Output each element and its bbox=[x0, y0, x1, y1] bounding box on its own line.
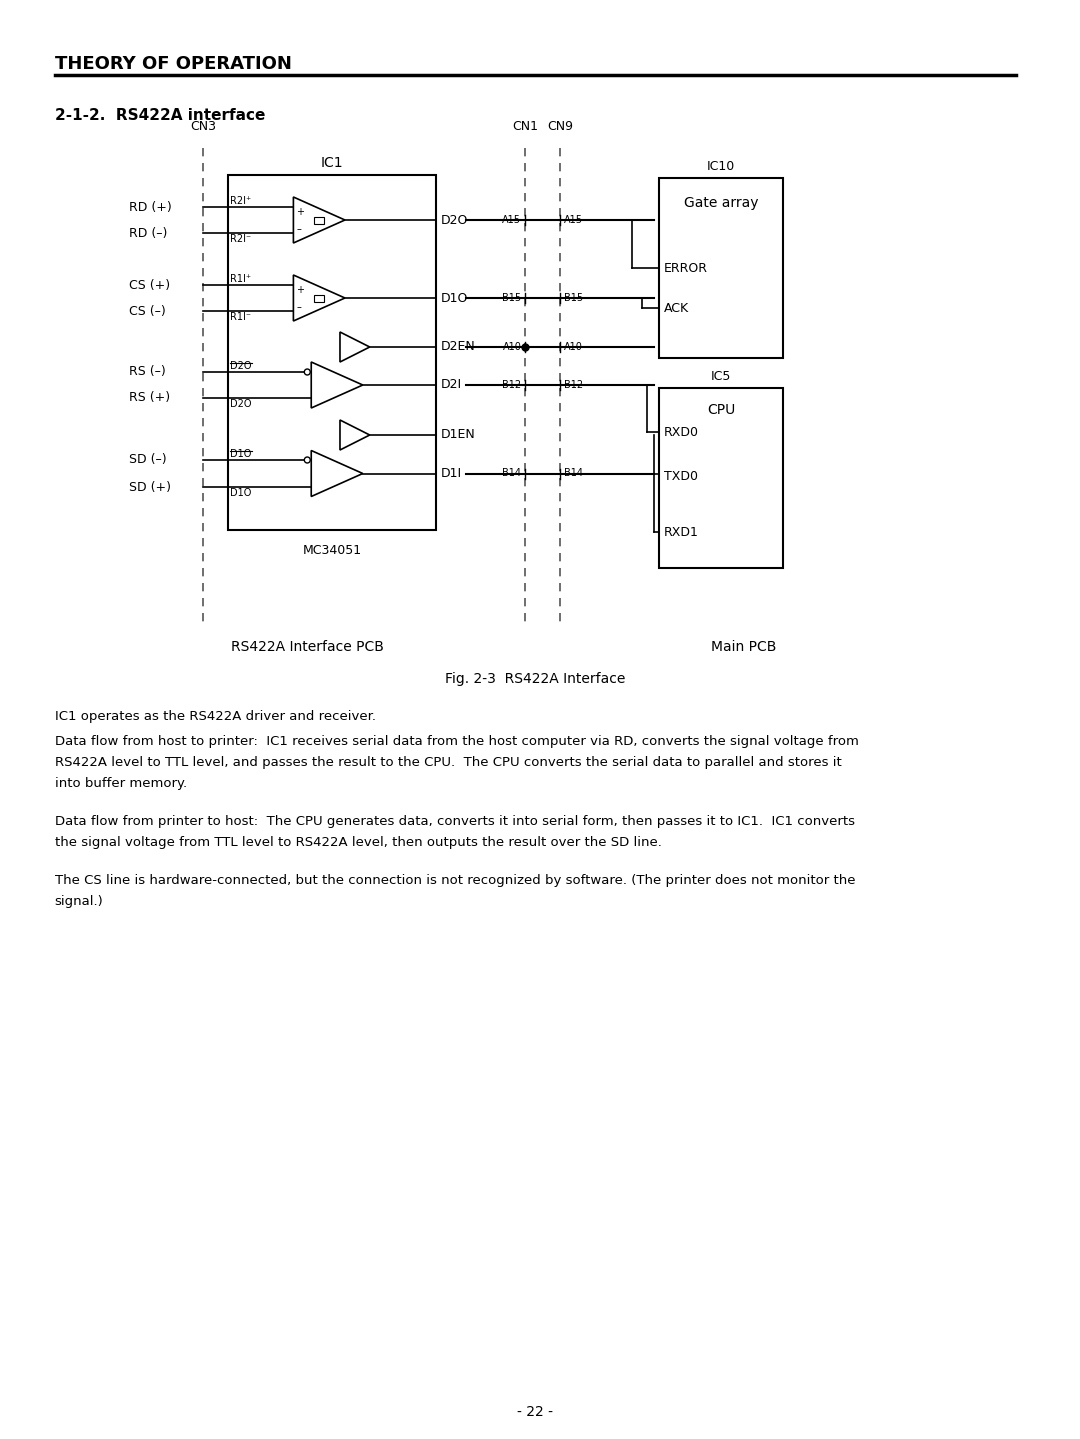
Text: RS422A level to TTL level, and passes the result to the CPU.  The CPU converts t: RS422A level to TTL level, and passes th… bbox=[54, 757, 841, 770]
Text: The CS line is hardware-connected, but the connection is not recognized by softw: The CS line is hardware-connected, but t… bbox=[54, 873, 855, 886]
Text: CS (+): CS (+) bbox=[129, 279, 170, 292]
Text: A15: A15 bbox=[564, 214, 583, 224]
Text: D2O: D2O bbox=[230, 361, 252, 371]
Text: 2-1-2.  RS422A interface: 2-1-2. RS422A interface bbox=[54, 108, 265, 122]
Text: CPU: CPU bbox=[707, 403, 735, 417]
Text: TXD0: TXD0 bbox=[664, 471, 698, 484]
Text: D2O: D2O bbox=[441, 213, 469, 226]
Text: the signal voltage from TTL level to RS422A level, then outputs the result over : the signal voltage from TTL level to RS4… bbox=[54, 836, 661, 849]
Text: MC34051: MC34051 bbox=[302, 544, 362, 557]
Text: R2I⁺: R2I⁺ bbox=[230, 196, 252, 206]
Polygon shape bbox=[294, 197, 345, 243]
Bar bbox=[228, 176, 436, 530]
Text: RD (+): RD (+) bbox=[129, 200, 172, 213]
Text: RXD0: RXD0 bbox=[664, 426, 699, 439]
Bar bbox=[659, 178, 783, 358]
Text: THEORY OF OPERATION: THEORY OF OPERATION bbox=[54, 55, 292, 73]
Text: A10: A10 bbox=[502, 342, 522, 353]
Text: ACK: ACK bbox=[664, 302, 689, 315]
Text: D1O: D1O bbox=[441, 292, 469, 305]
Text: SD (–): SD (–) bbox=[129, 453, 166, 466]
Text: CN9: CN9 bbox=[548, 119, 573, 132]
Text: Fig. 2-3  RS422A Interface: Fig. 2-3 RS422A Interface bbox=[445, 672, 625, 686]
Text: A10: A10 bbox=[564, 342, 583, 353]
Text: D2EN: D2EN bbox=[441, 341, 476, 354]
Text: R2I⁻: R2I⁻ bbox=[230, 235, 251, 245]
Text: B12: B12 bbox=[502, 380, 522, 390]
Text: SD (+): SD (+) bbox=[129, 481, 171, 494]
Text: A15: A15 bbox=[502, 214, 522, 224]
Text: D1I: D1I bbox=[441, 468, 462, 481]
Text: - 22 -: - 22 - bbox=[517, 1404, 553, 1419]
Text: D2O: D2O bbox=[230, 399, 252, 409]
Text: R1I⁺: R1I⁺ bbox=[230, 273, 251, 283]
Text: +: + bbox=[296, 285, 305, 295]
Polygon shape bbox=[311, 450, 363, 496]
Text: B14: B14 bbox=[502, 469, 522, 479]
Text: CN3: CN3 bbox=[190, 119, 216, 132]
Text: D2I: D2I bbox=[441, 378, 462, 391]
Text: CN1: CN1 bbox=[512, 119, 538, 132]
Text: Data flow from host to printer:  IC1 receives serial data from the host computer: Data flow from host to printer: IC1 rece… bbox=[54, 735, 859, 748]
Bar bbox=[314, 295, 324, 302]
Text: B12: B12 bbox=[564, 380, 583, 390]
Text: Gate array: Gate array bbox=[684, 196, 758, 210]
Text: D1O: D1O bbox=[230, 449, 252, 459]
Text: –: – bbox=[296, 302, 301, 312]
Text: RS (–): RS (–) bbox=[129, 366, 165, 378]
Text: CS (–): CS (–) bbox=[129, 305, 165, 318]
Text: into buffer memory.: into buffer memory. bbox=[54, 777, 187, 790]
Text: RS (+): RS (+) bbox=[129, 391, 170, 404]
Bar bbox=[659, 389, 783, 568]
Polygon shape bbox=[294, 275, 345, 321]
Text: RD (–): RD (–) bbox=[129, 226, 167, 239]
Text: B15: B15 bbox=[564, 294, 583, 304]
Text: B15: B15 bbox=[502, 294, 522, 304]
Text: RS422A Interface PCB: RS422A Interface PCB bbox=[231, 640, 383, 653]
Polygon shape bbox=[340, 332, 369, 363]
Text: IC1: IC1 bbox=[321, 155, 343, 170]
Text: IC5: IC5 bbox=[711, 370, 731, 383]
Text: Main PCB: Main PCB bbox=[711, 640, 777, 653]
Text: +: + bbox=[296, 207, 305, 217]
Text: –: – bbox=[296, 224, 301, 235]
Text: IC10: IC10 bbox=[707, 160, 735, 173]
Text: R1I⁻: R1I⁻ bbox=[230, 312, 251, 322]
Text: Data flow from printer to host:  The CPU generates data, converts it into serial: Data flow from printer to host: The CPU … bbox=[54, 814, 854, 827]
Bar bbox=[314, 216, 324, 223]
Text: IC1 operates as the RS422A driver and receiver.: IC1 operates as the RS422A driver and re… bbox=[54, 709, 376, 722]
Text: ERROR: ERROR bbox=[664, 262, 708, 275]
Text: D1O: D1O bbox=[230, 488, 252, 498]
Text: D1EN: D1EN bbox=[441, 429, 476, 442]
Text: signal.): signal.) bbox=[54, 895, 104, 908]
Polygon shape bbox=[311, 363, 363, 409]
Text: RXD1: RXD1 bbox=[664, 525, 699, 538]
Polygon shape bbox=[340, 420, 369, 450]
Text: B14: B14 bbox=[564, 469, 583, 479]
